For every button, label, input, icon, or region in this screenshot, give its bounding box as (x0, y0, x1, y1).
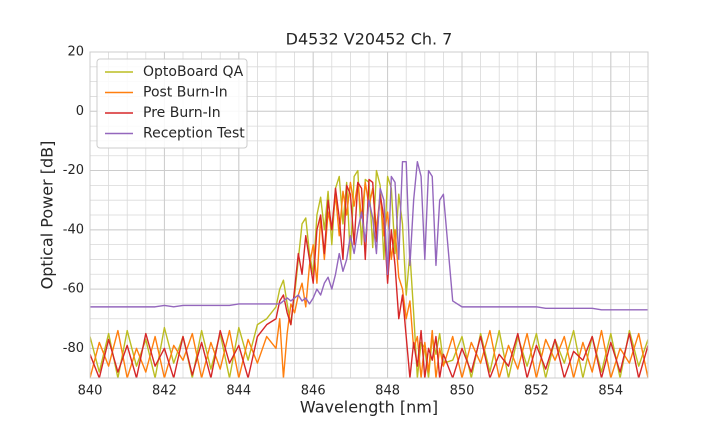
chart-title: D4532 V20452 Ch. 7 (286, 30, 453, 49)
legend-label: Pre Burn-In (143, 105, 221, 121)
y-tick-label: -20 (63, 163, 84, 178)
series-line (90, 181, 648, 378)
plot-lines (90, 160, 648, 378)
legend-label: OptoBoard QA (143, 64, 244, 80)
plot-frame (89, 51, 649, 379)
x-tick-label: 846 (301, 384, 326, 399)
x-tick-label: 844 (226, 384, 251, 399)
series-line (90, 160, 648, 311)
legend-label: Reception Test (143, 126, 245, 142)
legend-label: Post Burn-In (143, 85, 228, 101)
y-tick-label: 0 (76, 104, 84, 119)
y-tick-label: 20 (67, 45, 84, 60)
x-tick-label: 848 (375, 384, 400, 399)
y-tick-label: -40 (63, 222, 84, 237)
legend-box (96, 58, 248, 149)
x-axis-label: Wavelength [nm] (300, 398, 438, 417)
x-tick-label: 852 (524, 384, 549, 399)
x-tick-label: 842 (152, 384, 177, 399)
x-tick-label: 840 (78, 384, 103, 399)
ticks: 840 842 844 846 848 850 852 854 -80 -60 -40 -20 0 20 (63, 45, 623, 399)
y-tick-label: -80 (63, 341, 84, 356)
x-tick-label: 854 (598, 384, 623, 399)
legend: OptoBoard QA Post Burn-In Pre Burn-In Recep… (96, 58, 248, 149)
y-axis-label: Optical Power [dB] (38, 141, 57, 290)
y-tick-label: -60 (63, 282, 84, 297)
x-tick-label: 850 (450, 384, 475, 399)
